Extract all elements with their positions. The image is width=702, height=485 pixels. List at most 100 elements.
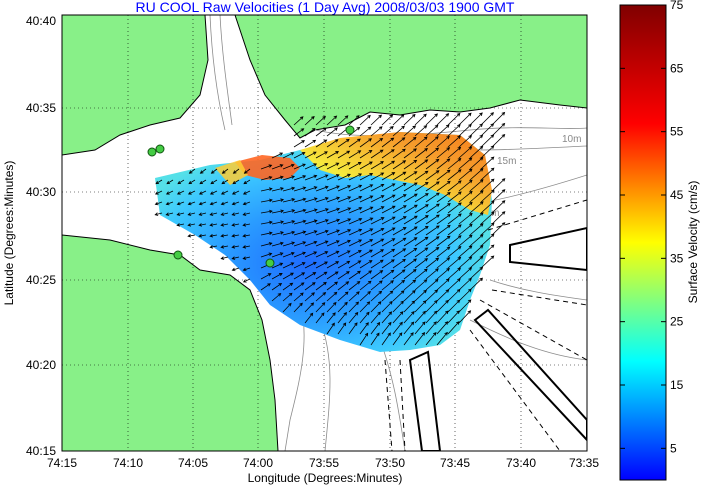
- velocity-arrow: [403, 193, 418, 203]
- y-tick-label: 40:40: [26, 14, 56, 28]
- velocity-arrow: [220, 234, 229, 238]
- velocity-arrow: [188, 168, 196, 174]
- velocity-arrow: [414, 215, 429, 225]
- velocity-arrow: [381, 160, 396, 170]
- velocity-arrow: [315, 219, 329, 225]
- velocity-arrow: [220, 223, 229, 227]
- velocity-arrow: [359, 126, 372, 137]
- map-area: 10m 15m 20m: [62, 15, 587, 451]
- x-tick-label: 73:50: [375, 456, 405, 470]
- velocity-field-hotspot: [235, 155, 300, 180]
- velocity-arrow: [403, 279, 417, 291]
- velocity-arrow: [315, 174, 329, 181]
- velocity-arrow: [447, 112, 461, 126]
- velocity-arrow: [403, 171, 418, 181]
- velocity-arrow: [447, 278, 461, 291]
- velocity-arrow: [469, 201, 484, 214]
- velocity-arrow: [260, 175, 273, 181]
- velocity-arrow: [447, 246, 462, 258]
- velocity-arrow: [326, 322, 335, 335]
- velocity-arrow: [458, 234, 473, 247]
- velocity-arrow: [491, 200, 506, 214]
- velocity-arrow: [425, 289, 439, 302]
- velocity-arrow: [359, 217, 374, 225]
- velocity-arrow: [337, 138, 350, 148]
- velocity-arrow: [403, 148, 417, 159]
- velocity-arrow: [436, 135, 450, 148]
- velocity-arrow: [447, 146, 462, 159]
- velocity-arrow: [293, 292, 304, 302]
- colorbar-label: Surface Velocity (cm/s): [686, 181, 700, 304]
- velocity-arrow: [458, 288, 472, 302]
- x-tick-label: 73:35: [569, 456, 599, 470]
- velocity-arrow: [348, 311, 359, 324]
- velocity-arrow: [155, 179, 163, 185]
- velocity-arrow: [260, 187, 273, 192]
- velocity-arrow: [348, 207, 363, 214]
- velocity-arrow: [392, 227, 407, 236]
- velocity-arrow: [370, 217, 385, 225]
- velocity-arrow: [359, 311, 370, 324]
- velocity-arrow: [414, 226, 429, 236]
- velocity-arrow: [209, 245, 218, 249]
- velocity-arrow: [337, 185, 352, 192]
- velocity-arrow: [242, 245, 251, 249]
- velocity-arrow: [282, 186, 296, 192]
- velocity-arrow: [231, 190, 240, 195]
- velocity-arrow: [381, 183, 396, 192]
- velocity-arrow: [315, 271, 328, 280]
- x-axis: 74:15 74:10 74:05 74:00 73:55 73:50 73:4…: [47, 456, 599, 485]
- velocity-arrow: [436, 331, 448, 346]
- velocity-arrow: [187, 190, 196, 195]
- velocity-arrow: [392, 300, 404, 313]
- velocity-arrow: [392, 237, 407, 247]
- velocity-arrow: [392, 332, 403, 346]
- velocity-arrow: [304, 219, 318, 225]
- colorbar-gradient: [619, 4, 667, 481]
- velocity-arrow: [326, 115, 338, 126]
- velocity-arrow: [381, 248, 396, 258]
- x-tick-label: 74:05: [178, 456, 208, 470]
- station-marker: [155, 144, 165, 154]
- velocity-arrow: [176, 212, 185, 216]
- velocity-arrow: [293, 251, 307, 258]
- velocity-arrow: [480, 255, 495, 269]
- velocity-arrow: [403, 113, 416, 126]
- velocity-arrow: [315, 127, 327, 137]
- velocity-arrow: [348, 228, 363, 236]
- velocity-arrow: [392, 311, 404, 324]
- velocity-arrow: [187, 201, 196, 206]
- velocity-arrow: [337, 218, 352, 225]
- velocity-arrow: [480, 233, 495, 247]
- velocity-arrow: [293, 262, 306, 269]
- velocity-arrow: [271, 292, 282, 302]
- velocity-arrow: [271, 152, 284, 159]
- velocity-arrow: [282, 262, 295, 269]
- x-tick-label: 73:45: [440, 456, 470, 470]
- velocity-arrow: [304, 240, 318, 247]
- velocity-arrow: [293, 128, 305, 137]
- velocity-arrow: [458, 190, 473, 203]
- velocity-arrow: [458, 179, 473, 192]
- velocity-arrow: [304, 302, 315, 313]
- velocity-arrow: [348, 115, 360, 126]
- x-tick-label: 74:00: [243, 456, 273, 470]
- velocity-arrow: [220, 190, 229, 195]
- velocity-arrow: [293, 230, 307, 236]
- velocity-arrow: [469, 255, 484, 269]
- velocity-arrow: [480, 222, 495, 236]
- velocity-arrow: [359, 290, 371, 302]
- velocity-arrow: [414, 113, 427, 126]
- velocity-arrow: [326, 151, 340, 159]
- velocity-arrow: [315, 229, 329, 236]
- velocity-arrow: [447, 124, 461, 137]
- velocity-arrow: [231, 256, 240, 260]
- velocity-arrow: [414, 321, 426, 335]
- x-tick-label: 74:10: [113, 456, 143, 470]
- velocity-arrow: [282, 230, 296, 236]
- velocity-arrow: [242, 223, 251, 227]
- velocity-arrow: [293, 282, 305, 291]
- velocity-arrow: [260, 209, 273, 214]
- velocity-arrow: [326, 312, 336, 324]
- velocity-arrow: [337, 173, 351, 181]
